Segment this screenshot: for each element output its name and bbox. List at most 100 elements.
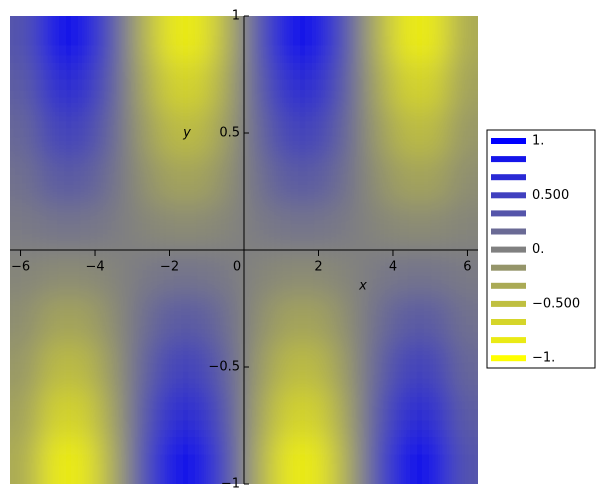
y-tick-label: 1 — [232, 9, 240, 24]
density-cell — [390, 390, 421, 438]
density-cell — [68, 343, 99, 391]
density-cell — [156, 203, 187, 251]
density-cell — [126, 250, 157, 298]
density-cell — [331, 109, 362, 157]
density-cell — [156, 16, 187, 64]
legend-swatch — [491, 156, 526, 163]
density-cell — [390, 156, 421, 204]
density-cell — [331, 390, 362, 438]
density-cell — [97, 62, 128, 111]
density-cell — [214, 203, 245, 251]
density-cell — [243, 296, 274, 345]
density-cell — [214, 250, 245, 298]
density-cell — [10, 343, 40, 391]
density-cell — [185, 250, 216, 298]
density-cell — [360, 62, 391, 111]
legend-swatch — [491, 282, 526, 289]
y-tick-label: 0.5 — [219, 126, 240, 141]
density-cell — [126, 203, 157, 251]
density-cell — [39, 109, 70, 157]
density-cell — [97, 16, 128, 64]
density-cell — [419, 437, 450, 484]
density-cell — [185, 437, 216, 484]
density-cell — [360, 390, 391, 438]
density-cell — [390, 343, 421, 391]
density-cell — [39, 156, 70, 204]
density-cell — [302, 296, 333, 345]
density-cell — [10, 156, 40, 204]
density-cell — [185, 390, 216, 438]
density-cell — [302, 343, 333, 391]
density-cell — [68, 203, 99, 251]
density-cell — [39, 250, 70, 298]
density-cell — [243, 437, 274, 484]
density-cell — [273, 203, 304, 251]
y-tick-label: −1 — [221, 477, 240, 492]
density-cell — [185, 16, 216, 64]
density-cell — [448, 296, 478, 345]
density-cell — [273, 296, 304, 345]
density-cell — [39, 16, 70, 64]
density-cell — [97, 390, 128, 438]
x-tick-label: 2 — [314, 260, 322, 275]
density-cell — [214, 156, 245, 204]
x-axis-label: x — [358, 279, 367, 294]
density-cell — [156, 250, 187, 298]
density-cell — [243, 390, 274, 438]
density-cell — [419, 156, 450, 204]
density-cell — [39, 62, 70, 111]
y-tick-label: −0.5 — [208, 360, 240, 375]
density-cell — [302, 203, 333, 251]
density-cell — [273, 16, 304, 64]
density-cell — [185, 156, 216, 204]
density-cell — [243, 62, 274, 111]
density-cell — [185, 109, 216, 157]
density-cell — [126, 62, 157, 111]
density-cell — [10, 109, 40, 157]
density-cell — [185, 62, 216, 111]
density-cell — [156, 390, 187, 438]
density-cell — [214, 390, 245, 438]
density-cell — [273, 437, 304, 484]
density-cell — [185, 203, 216, 251]
legend-label: 0. — [532, 242, 544, 257]
legend-swatch — [491, 192, 526, 199]
density-cell — [273, 250, 304, 298]
density-cell — [448, 156, 478, 204]
density-cell — [68, 296, 99, 345]
density-cell — [39, 390, 70, 438]
legend-swatch — [491, 246, 526, 253]
density-cell — [360, 437, 391, 484]
density-cell — [68, 437, 99, 484]
density-cell — [302, 437, 333, 484]
density-cell — [273, 62, 304, 111]
density-cell — [156, 109, 187, 157]
legend-label: −1. — [532, 351, 555, 366]
y-axis-label: y — [182, 126, 191, 141]
density-cell — [448, 203, 478, 251]
density-cell — [448, 343, 478, 391]
density-cell — [419, 62, 450, 111]
x-tick-label: −2 — [160, 260, 179, 275]
density-cell — [302, 250, 333, 298]
density-cell — [360, 16, 391, 64]
density-cell — [331, 437, 362, 484]
legend-label: −0.500 — [532, 296, 580, 311]
density-cell — [331, 16, 362, 64]
density-cell — [390, 250, 421, 298]
density-cell — [360, 343, 391, 391]
density-cell — [214, 343, 245, 391]
density-cell — [97, 109, 128, 157]
density-cell — [390, 62, 421, 111]
density-cell — [273, 390, 304, 438]
density-cell — [97, 203, 128, 251]
density-cell — [39, 203, 70, 251]
density-cell — [419, 203, 450, 251]
density-cell — [185, 343, 216, 391]
density-cell — [97, 437, 128, 484]
density-cell — [390, 16, 421, 64]
density-cell — [68, 62, 99, 111]
legend-label: 1. — [532, 134, 544, 149]
density-cell — [243, 156, 274, 204]
density-cell — [302, 109, 333, 157]
